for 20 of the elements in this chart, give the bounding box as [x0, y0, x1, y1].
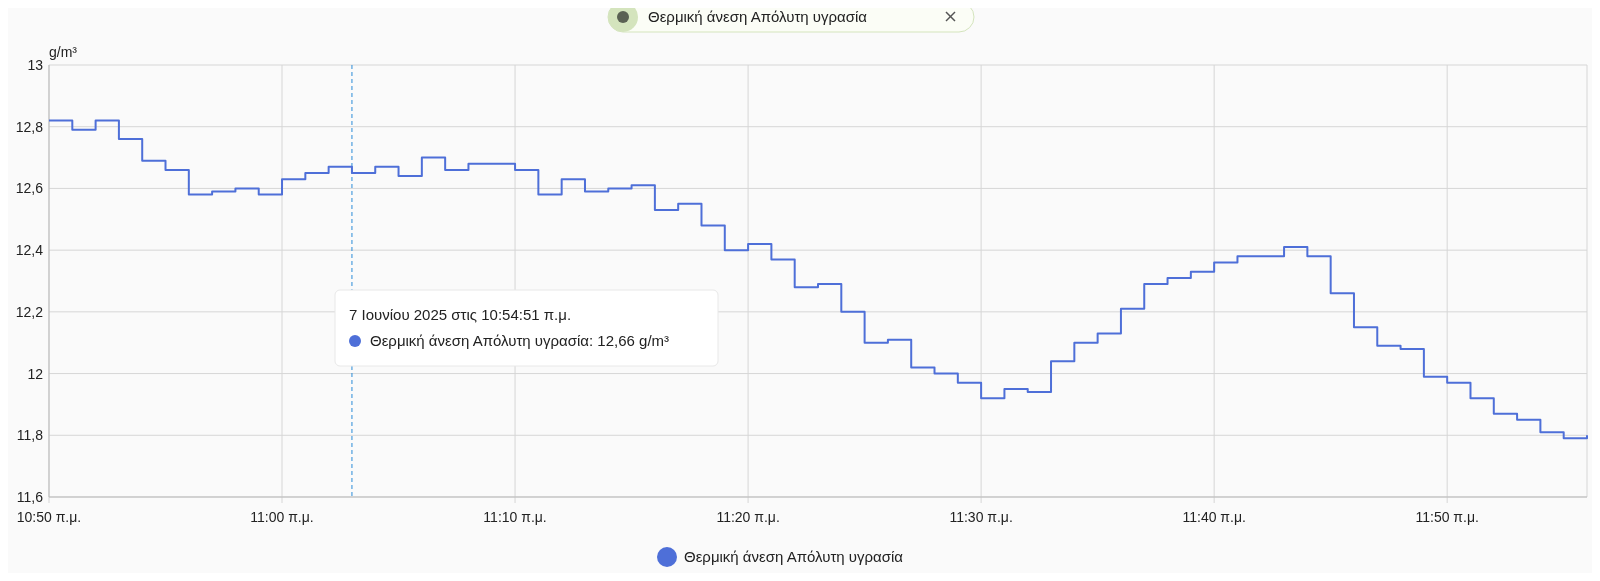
- x-tick-label: 11:10 π.μ.: [483, 509, 547, 525]
- y-tick-label: 11,8: [16, 427, 44, 444]
- y-tick-label: 13: [27, 57, 44, 73]
- y-tick-label: 12: [27, 365, 44, 382]
- y-tick-label: 12,4: [15, 242, 44, 259]
- x-tick-label: 10:50 π.μ.: [16, 509, 82, 525]
- y-axis-title: g/m³: [49, 44, 78, 60]
- x-tick-label: 11:50 π.μ.: [1415, 509, 1479, 525]
- legend-label: Θερμική άνεση Απόλυτη υγρασία: [684, 548, 904, 565]
- y-tick-label: 12,2: [15, 303, 44, 320]
- annotation: Θερμική άνεση Απόλυτη υγρασία: 12,66 g/m³: [370, 332, 670, 349]
- x-tick-label: 11:20 π.μ.: [716, 509, 780, 525]
- annotation: 7 Ιουνίου 2025 στις 10:54:51 π.μ.: [349, 306, 572, 323]
- y-tick-label: 12,6: [15, 180, 44, 197]
- x-tick-label: 11:40 π.μ.: [1182, 509, 1246, 525]
- y-tick-label: 12,8: [15, 118, 44, 135]
- x-tick-label: 11:30 π.μ.: [949, 509, 1013, 525]
- y-tick-label: 11,6: [16, 489, 44, 505]
- text: Θερμική άνεση Απόλυτη υγρασία: [648, 8, 868, 25]
- x-tick-label: 11:00 π.μ.: [250, 509, 314, 525]
